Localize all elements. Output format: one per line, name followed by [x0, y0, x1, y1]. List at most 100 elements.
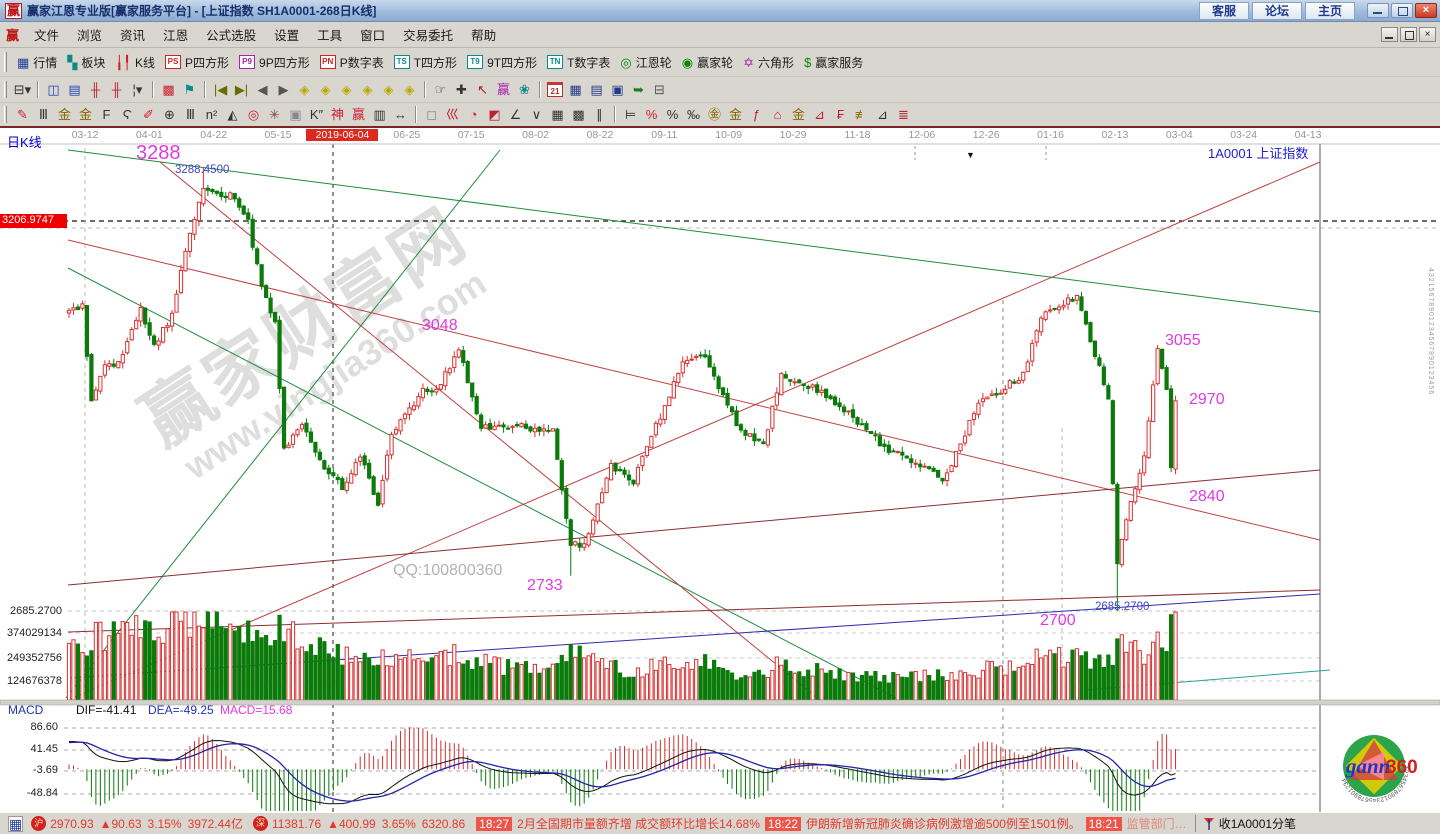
save-icon[interactable]: ▣ — [611, 81, 624, 97]
news-text[interactable]: 2月全国期市量额齐增 成交额环比增长14.68% — [517, 817, 760, 831]
zigzag-icon[interactable]: ∨ — [531, 106, 542, 122]
toolbar-p-table[interactable]: PN P数字表 — [319, 54, 384, 71]
titlebar-button-2[interactable]: 主页 — [1304, 1, 1355, 20]
circle-lines-icon[interactable]: ⊕ — [164, 106, 175, 122]
area-chart-icon[interactable]: ◫ — [47, 81, 60, 97]
print-icon[interactable]: ⊟ — [654, 81, 665, 97]
restore-button[interactable] — [1391, 3, 1413, 18]
arc-fan-icon[interactable]: ◔ — [469, 106, 478, 122]
percent-red-icon[interactable]: % — [645, 106, 658, 122]
toolbar-t-table[interactable]: TN T数字表 — [547, 54, 610, 71]
pen2-icon[interactable]: ✐ — [143, 106, 154, 122]
frame-icon[interactable]: ◻ — [426, 106, 437, 122]
date-tick[interactable]: 03-12 — [71, 129, 99, 141]
f-line-icon[interactable]: F — [102, 106, 111, 122]
square-target-icon[interactable]: ▣ — [289, 106, 302, 122]
permille-icon[interactable]: ‰ — [687, 106, 700, 122]
grid-lines2-icon[interactable]: Ⅲ — [186, 106, 195, 122]
news-text[interactable]: 监管部门… — [1126, 817, 1187, 831]
k-quote-icon[interactable]: K″ — [309, 106, 324, 122]
fan-lines-icon[interactable]: 巛 — [445, 106, 459, 122]
date-tick[interactable]: 03-04 — [1165, 129, 1193, 141]
j-line-icon[interactable]: ⊿ — [814, 106, 825, 122]
menu-item-9[interactable]: 帮助 — [471, 29, 497, 43]
gann-arrow-right-icon[interactable]: ◈ — [320, 81, 331, 97]
date-tick[interactable]: 10-09 — [715, 129, 743, 141]
stamp-tool-icon[interactable]: 赢 — [496, 81, 510, 97]
grid-dense-icon[interactable]: ▦ — [551, 106, 564, 122]
toolbar-winner-wheel[interactable]: ◉ 赢家轮 — [682, 54, 733, 71]
child-close-button[interactable]: × — [1419, 27, 1436, 42]
menu-item-1[interactable]: 浏览 — [77, 29, 103, 43]
export-icon[interactable]: ➥ — [633, 81, 644, 97]
date-tick[interactable]: 03-24 — [1230, 129, 1258, 141]
first-bar-icon[interactable]: |◀ — [213, 81, 228, 97]
fib-icon[interactable]: ƒ — [752, 106, 761, 122]
menu-item-3[interactable]: 江恩 — [163, 29, 189, 43]
heavy-grid-icon[interactable]: ≣ — [898, 106, 909, 122]
flower-tool-icon[interactable]: ❀ — [519, 81, 530, 97]
date-tick[interactable]: 12-06 — [908, 129, 936, 141]
gold-line3-icon[interactable]: 金 — [728, 106, 742, 122]
date-tick[interactable]: 10-29 — [779, 129, 807, 141]
notebook-icon[interactable]: ▤ — [590, 81, 603, 97]
star-target-icon[interactable]: ✳ — [269, 106, 280, 122]
toolbar-sectors[interactable]: ▚ 板块 — [67, 54, 105, 71]
candle-style-icon[interactable]: ¦▾ — [132, 81, 143, 97]
window-layout-icon[interactable]: ⊟▾ — [13, 81, 32, 97]
gold-line2-icon[interactable]: 金 — [78, 106, 92, 122]
toolbar-t-square[interactable]: TS T四方形 — [393, 54, 457, 71]
toolbar-winner-service[interactable]: $ 赢家服务 — [804, 54, 863, 71]
titlebar-button-1[interactable]: 论坛 — [1251, 1, 1302, 20]
f-line2-icon[interactable]: ₣ — [836, 106, 845, 122]
news-text[interactable]: 伊朗新增新冠肺炎确诊病例激增逾500例至1501例。 — [805, 817, 1081, 831]
width-icon[interactable]: ↔ — [394, 106, 407, 122]
quote-grid-icon[interactable]: ▦ — [8, 815, 24, 832]
calendar-icon[interactable]: 21 — [547, 82, 563, 97]
date-tick[interactable]: 02-13 — [1101, 129, 1129, 141]
date-tick[interactable]: 06-25 — [393, 129, 421, 141]
minimize-button[interactable] — [1367, 3, 1389, 18]
date-tick[interactable]: 01-16 — [1037, 129, 1064, 141]
close-button[interactable]: × — [1415, 3, 1437, 18]
gold-circle-icon[interactable]: ㊎ — [707, 106, 721, 122]
crosshair-tool-icon[interactable]: ✚ — [456, 81, 467, 97]
quote-board-icon[interactable]: ▤ — [68, 81, 81, 97]
toolbar-9t-square[interactable]: T9 9T四方形 — [467, 54, 537, 71]
speed-line-icon[interactable]: ⊿ — [877, 106, 888, 122]
menu-item-7[interactable]: 窗口 — [360, 29, 386, 43]
gann-arrow-cross-icon[interactable]: ◈ — [383, 81, 394, 97]
shen-line-icon[interactable]: 神 — [330, 106, 344, 122]
toolbar-gann-wheel[interactable]: ◎ 江恩轮 — [620, 54, 671, 71]
prev-bar-icon[interactable]: ◀ — [257, 81, 268, 97]
angle-tool-icon[interactable]: ◭ — [227, 106, 238, 122]
n-square-icon[interactable]: n² — [205, 106, 218, 122]
toolbar-9p-square[interactable]: P9 9P四方形 — [239, 54, 310, 71]
gann-arrow-left-icon[interactable]: ◈ — [299, 81, 310, 97]
calculator-icon[interactable]: ▦ — [569, 81, 582, 97]
toolbar-kline[interactable]: ╽╿ K线 — [115, 54, 155, 71]
kline-3-icon[interactable]: ╫ — [90, 81, 101, 97]
color-flag-icon[interactable]: ⚑ — [183, 81, 196, 97]
candlestick-chart[interactable] — [0, 128, 1440, 812]
kline-9-icon[interactable]: ╫ — [111, 81, 122, 97]
grid-dense2-icon[interactable]: ▩ — [572, 106, 585, 122]
date-tick[interactable]: 08-22 — [586, 129, 614, 141]
spiral-icon[interactable]: Ϛ — [122, 106, 133, 122]
menu-item-8[interactable]: 交易委托 — [403, 29, 454, 43]
ruler-icon[interactable]: ▥ — [373, 106, 386, 122]
pointer-tool-icon[interactable]: ↖ — [477, 81, 488, 97]
toolbar-p-square[interactable]: PS P四方形 — [165, 54, 229, 71]
last-bar-icon[interactable]: ▶| — [234, 81, 249, 97]
menu-item-0[interactable]: 文件 — [34, 29, 60, 43]
date-tick[interactable]: 04-13 — [1294, 129, 1322, 141]
hand-tool-icon[interactable]: ☞ — [434, 81, 447, 97]
date-tick[interactable]: 12-26 — [972, 129, 1000, 141]
ying-line-icon[interactable]: 赢 — [351, 106, 365, 122]
date-tick[interactable]: 04-22 — [200, 129, 228, 141]
child-restore-button[interactable] — [1400, 27, 1417, 42]
grid-lines-icon[interactable]: Ⅲ — [39, 106, 48, 122]
gann-arrow-v-icon[interactable]: ◈ — [362, 81, 373, 97]
gold-line4-icon[interactable]: 金 — [791, 106, 805, 122]
menu-item-6[interactable]: 工具 — [317, 29, 343, 43]
